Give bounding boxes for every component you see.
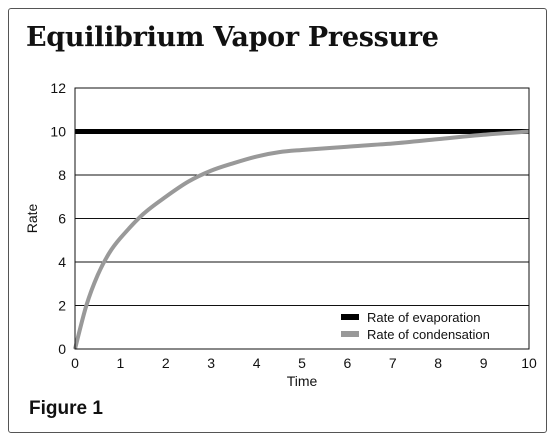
series-layer [73, 128, 530, 350]
grid-lines [75, 131, 529, 306]
y-tick-label: 8 [58, 167, 66, 183]
x-tick-label: 5 [298, 355, 306, 371]
legend: Rate of evaporation Rate of condensation [341, 310, 490, 342]
y-tick-label: 0 [58, 341, 66, 357]
legend-swatch-1 [341, 314, 359, 320]
y-tick-label: 6 [58, 211, 66, 227]
x-tick-labels: 0 1 2 3 4 5 6 7 8 9 10 [71, 355, 537, 371]
legend-label-2: Rate of condensation [367, 327, 490, 342]
y-tick-label: 2 [58, 298, 66, 314]
legend-swatch-2 [341, 331, 359, 337]
plot-area-border [74, 87, 530, 350]
figure-caption: Figure 1 [29, 398, 103, 419]
x-tick-label: 8 [434, 355, 442, 371]
x-axis-label: Time [287, 373, 318, 389]
x-tick-label: 7 [389, 355, 397, 371]
y-tick-label: 12 [50, 80, 66, 96]
x-tick-label: 0 [71, 355, 79, 371]
x-tick-label: 1 [117, 355, 125, 371]
x-tick-label: 3 [207, 355, 215, 371]
x-tick-label: 10 [521, 355, 537, 371]
figure-frame [8, 8, 547, 433]
x-tick-label: 9 [480, 355, 488, 371]
chart-title: Equilibrium Vapor Pressure [26, 22, 439, 53]
y-tick-label: 4 [58, 254, 66, 270]
y-tick-label: 10 [50, 124, 66, 140]
x-tick-label: 2 [162, 355, 170, 371]
y-tick-labels: 0 2 4 6 8 10 12 [50, 80, 66, 357]
legend-label-1: Rate of evaporation [367, 310, 480, 325]
x-tick-label: 6 [344, 355, 352, 371]
series-line-2 [73, 129, 530, 350]
y-axis-label: Rate [24, 204, 40, 234]
x-tick-label: 4 [253, 355, 261, 371]
